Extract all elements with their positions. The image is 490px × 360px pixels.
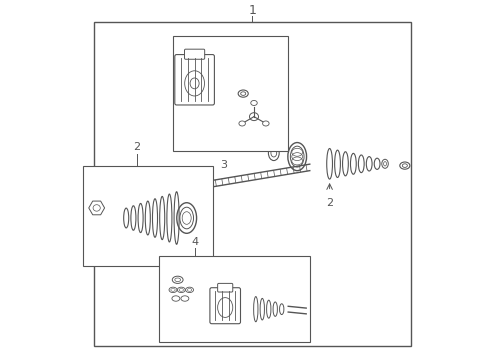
Text: 4: 4 (191, 237, 198, 247)
Bar (173, 36, 288, 151)
Bar (83, 166, 213, 266)
Text: 2: 2 (326, 198, 333, 208)
Text: 3: 3 (220, 160, 227, 170)
Text: 1: 1 (248, 4, 256, 17)
Text: 2: 2 (133, 142, 141, 152)
FancyBboxPatch shape (218, 283, 233, 292)
FancyBboxPatch shape (210, 288, 241, 324)
Bar (159, 256, 310, 342)
FancyBboxPatch shape (175, 55, 215, 105)
Bar (94, 22, 411, 346)
FancyBboxPatch shape (185, 49, 205, 59)
